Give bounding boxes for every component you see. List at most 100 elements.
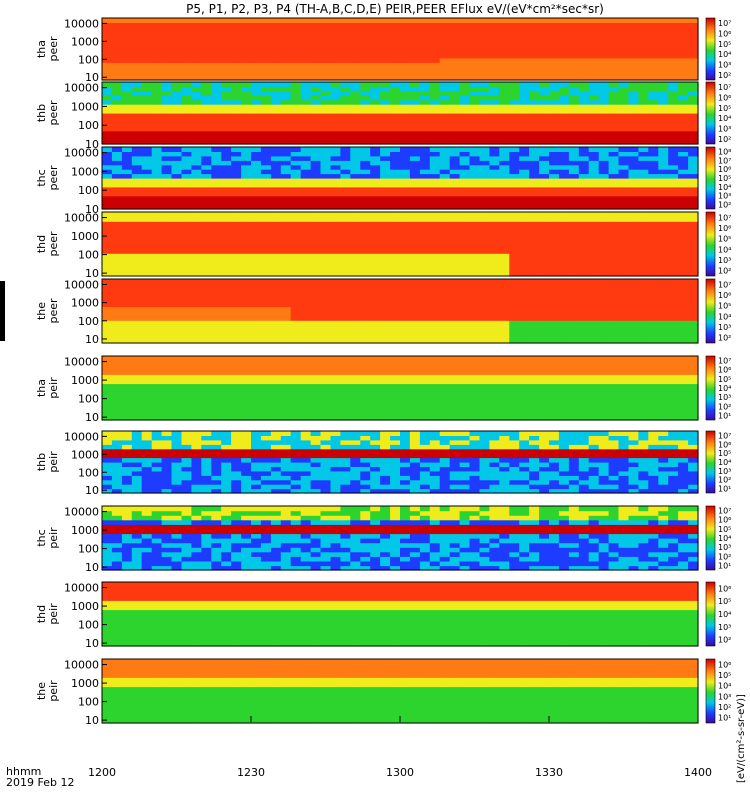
colorbar bbox=[705, 278, 716, 344]
colorbar-tick-label: 10² bbox=[718, 703, 731, 712]
y-tick-label: 10000 bbox=[64, 278, 99, 291]
colorbar-tick-label: 10⁴ bbox=[718, 50, 731, 59]
plot-frame bbox=[101, 430, 699, 494]
panel-label-instrument: peer bbox=[47, 165, 60, 191]
colorbar-tick-label: 10⁴ bbox=[718, 610, 731, 619]
y-tick-label: 10 bbox=[85, 71, 99, 84]
time-axis: hhmm 2019 Feb 12 1200 1230 1300 1330 1400 bbox=[6, 716, 712, 789]
colorbar-tick-label: 10⁶ bbox=[718, 660, 731, 669]
y-tick-label: 10000 bbox=[64, 356, 99, 369]
y-tick-label: 100 bbox=[78, 119, 99, 132]
y-tick-label: 100 bbox=[78, 466, 99, 479]
colorbar-tick-label: 10² bbox=[718, 476, 731, 485]
colorbar-tick-label: 10² bbox=[718, 552, 731, 561]
colorbar-tick-label: 10⁷ bbox=[718, 19, 731, 28]
panel-label-probe: thb bbox=[35, 453, 48, 471]
y-tick-label: 100 bbox=[78, 53, 99, 66]
colorbar-tick-label: 10⁴ bbox=[718, 245, 731, 254]
x-tick-label: 1200 bbox=[88, 766, 116, 779]
colorbar-tick-label: 10² bbox=[718, 636, 731, 645]
colorbar bbox=[705, 146, 716, 210]
panel-label-instrument: peir bbox=[47, 451, 60, 473]
plot-frame bbox=[101, 211, 699, 277]
colorbar-tick-label: 10² bbox=[718, 334, 731, 343]
colorbar-tick-label: 10⁴ bbox=[718, 114, 731, 123]
colorbar-tick-label: 10⁷ bbox=[718, 507, 731, 516]
colorbar-tick-label: 10² bbox=[718, 135, 731, 144]
colorbar-tick-label: 10³ bbox=[718, 543, 731, 552]
y-tick-label: 10 bbox=[85, 203, 99, 216]
colorbar bbox=[705, 211, 716, 277]
panel-label-instrument: peir bbox=[47, 527, 60, 549]
x-row-label-2: 2019 Feb 12 bbox=[6, 776, 74, 789]
panel-thb-peir: 10 100 1000 10000 thb peir 10¹10²10³10⁴10⁵10⁶1… bbox=[35, 430, 731, 497]
y-tick-label: 100 bbox=[78, 249, 99, 262]
plot-frame bbox=[101, 146, 699, 210]
panel-label-instrument: peir bbox=[47, 377, 60, 399]
colorbar-tick-label: 10⁶ bbox=[718, 584, 731, 593]
colorbar-tick-label: 10² bbox=[718, 71, 731, 80]
colorbar-tick-label: 10³ bbox=[718, 192, 731, 201]
colorbar-tick-label: 10⁵ bbox=[718, 375, 731, 384]
y-tick-label: 10 bbox=[85, 333, 99, 346]
y-tick-label: 10000 bbox=[64, 506, 99, 519]
y-tick-label: 10 bbox=[85, 411, 99, 424]
y-tick-label: 1000 bbox=[71, 297, 99, 310]
colorbar-tick-label: 10⁶ bbox=[718, 224, 731, 233]
y-tick-label: 1000 bbox=[71, 448, 99, 461]
colorbar-tick-label: 10¹ bbox=[718, 714, 731, 723]
colorbar bbox=[705, 505, 716, 571]
colorbar-tick-label: 10⁶ bbox=[718, 94, 731, 103]
y-tick-label: 100 bbox=[78, 184, 99, 197]
colorbar-tick-label: 10⁵ bbox=[718, 302, 731, 311]
y-tick-label: 100 bbox=[78, 315, 99, 328]
panel-label-probe: tha bbox=[35, 40, 48, 58]
y-tick-label: 1000 bbox=[71, 524, 99, 537]
y-tick-label: 1000 bbox=[71, 600, 99, 613]
y-tick-label: 10000 bbox=[64, 659, 99, 672]
y-tick-label: 1000 bbox=[71, 374, 99, 387]
y-tick-label: 10 bbox=[85, 637, 99, 650]
y-tick-label: 10000 bbox=[64, 147, 99, 160]
colorbar bbox=[705, 430, 716, 494]
y-tick-label: 10000 bbox=[64, 582, 99, 595]
colorbar-tick-label: 10³ bbox=[718, 125, 731, 134]
plot-frame bbox=[101, 355, 699, 421]
colorbar-tick-label: 10³ bbox=[718, 61, 731, 70]
y-tick-label: 1000 bbox=[71, 100, 99, 113]
x-tick-label: 1230 bbox=[237, 766, 265, 779]
colorbar-tick-label: 10⁷ bbox=[718, 213, 731, 222]
colorbar-tick-label: 10⁴ bbox=[718, 183, 731, 192]
y-tick-label: 1000 bbox=[71, 677, 99, 690]
colorbar bbox=[705, 581, 716, 647]
colorbar-tick-label: 10³ bbox=[718, 623, 731, 632]
colorbar-tick-label: 10³ bbox=[718, 256, 731, 265]
y-tick-label: 10000 bbox=[64, 17, 99, 30]
panel-label-probe: thb bbox=[35, 104, 48, 122]
colorbar-tick-label: 10³ bbox=[718, 467, 731, 476]
panel-label-probe: thd bbox=[35, 605, 48, 623]
colorbar-tick-label: 10⁵ bbox=[718, 449, 731, 458]
panel-tha-peir: 10 100 1000 10000 tha peir 10¹10²10³10⁴10⁵10⁶1… bbox=[35, 355, 731, 424]
panel-thd-peir: 10 100 1000 10000 thd peir 10² 10³ 10⁴ 10⁵ 10⁶ bbox=[35, 581, 731, 650]
plot-frame bbox=[101, 278, 699, 344]
panel-label-instrument: peer bbox=[47, 298, 60, 324]
colorbar-tick-label: 10⁵ bbox=[718, 671, 731, 680]
colorbar bbox=[705, 81, 716, 145]
x-tick-label: 1330 bbox=[535, 766, 563, 779]
colorbar-tick-label: 10⁵ bbox=[718, 235, 731, 244]
colorbar-tick-label: 10⁶ bbox=[718, 440, 731, 449]
panel-thc-peer: 10 100 1000 10000 thc peer 10²10³10⁴10⁵10⁶10⁷1… bbox=[35, 146, 731, 216]
x-tick-label: 1400 bbox=[684, 766, 712, 779]
colorbar-tick-label: 10⁶ bbox=[718, 516, 731, 525]
x-row-label-1: hhmm bbox=[6, 765, 41, 778]
panel-label-instrument: peir bbox=[47, 603, 60, 625]
colorbar-tick-label: 10⁸ bbox=[718, 147, 731, 156]
y-tick-label: 10000 bbox=[64, 430, 99, 443]
colorbar-tick-label: 10² bbox=[718, 267, 731, 276]
